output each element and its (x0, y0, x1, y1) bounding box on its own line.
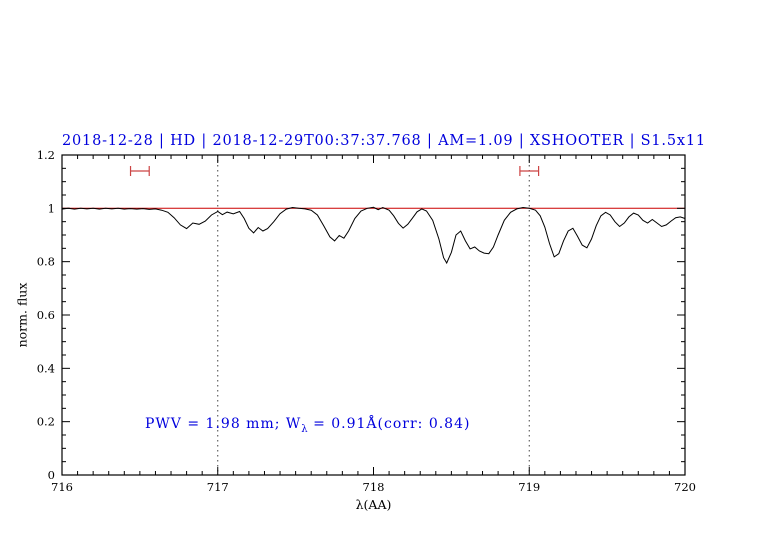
pwv-annotation: PWV = 1.98 mm; Wλ = 0.91Å(corr: 0.84) (145, 416, 470, 435)
y-tick-label: 1.2 (37, 148, 55, 162)
annotation-pre: PWV = 1.98 mm; W (145, 416, 302, 432)
y-tick-label: 1 (48, 201, 55, 215)
y-tick-label: 0.8 (37, 255, 55, 269)
y-axis-label: norm. flux (14, 282, 30, 348)
y-tick-label: 0 (48, 468, 55, 482)
x-tick-label: 716 (51, 480, 73, 494)
wavelength-range-marker (519, 166, 540, 176)
y-tick-label: 0.6 (37, 308, 55, 322)
y-tick-label: 0.2 (37, 415, 55, 429)
spectrum-line (61, 206, 686, 265)
y-tick-label: 0.4 (37, 361, 55, 375)
x-axis-label: λ(AA) (355, 497, 392, 512)
annotation-post: = 0.91Å(corr: 0.84) (307, 416, 471, 432)
x-tick-label: 717 (207, 480, 229, 494)
x-tick-label: 719 (518, 480, 540, 494)
annotation-lambda-subscript: λ (301, 423, 308, 435)
wavelength-range-marker (129, 166, 150, 176)
x-tick-label: 720 (674, 480, 696, 494)
x-tick-label: 718 (363, 480, 385, 494)
plot-title: 2018-12-28 | HD | 2018-12-29T00:37:37.76… (62, 133, 706, 149)
